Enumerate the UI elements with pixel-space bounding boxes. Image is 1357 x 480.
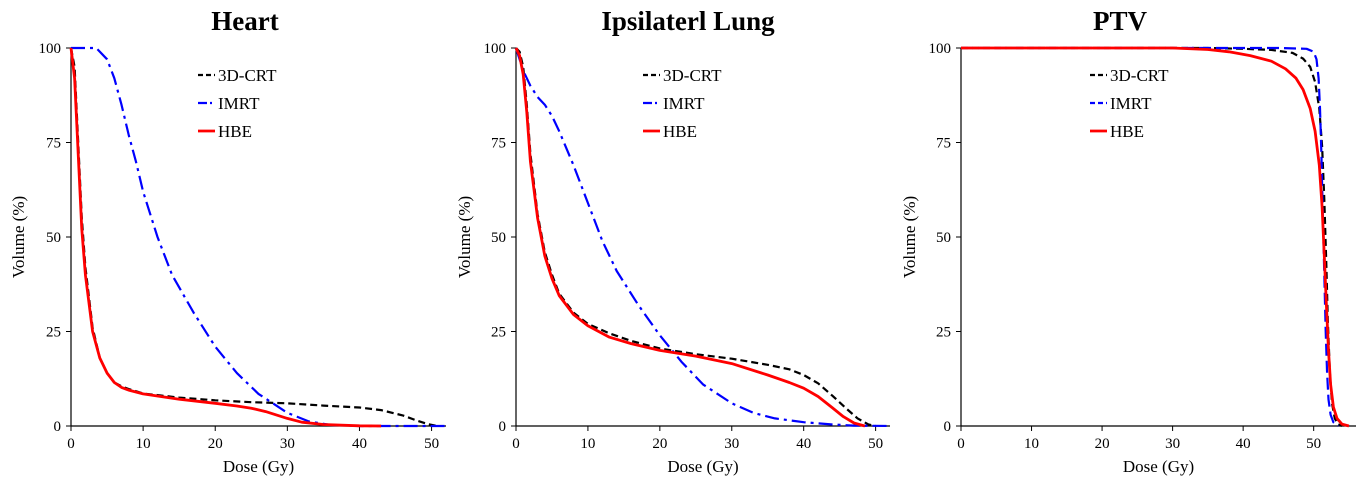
legend-label: 3D-CRT <box>1110 66 1169 85</box>
legend-label: HBE <box>663 122 697 141</box>
x-tick-label: 30 <box>1165 436 1180 452</box>
legend: 3D-CRT IMRT HBE <box>643 66 722 141</box>
y-tick-label: 50 <box>46 230 61 246</box>
y-tick-label: 25 <box>936 325 951 341</box>
series-line-3d-crt <box>515 47 876 428</box>
y-axis-label: Volume (%) <box>9 196 28 278</box>
series-line-imrt <box>961 46 1340 427</box>
x-tick-label: 20 <box>1095 436 1110 452</box>
chart-title: Heart <box>211 6 278 36</box>
y-tick-label: 75 <box>46 136 61 152</box>
chart-panel-3: PTV 0 25 50 75 100 0 10 20 30 40 50 Dose (Gy) Volume … <box>900 6 1356 476</box>
x-tick-label: 0 <box>512 436 520 452</box>
y-tick-label: 100 <box>39 41 62 57</box>
y-tick-label: 25 <box>46 325 61 341</box>
legend-label: IMRT <box>663 94 705 113</box>
x-tick-label: 10 <box>580 436 595 452</box>
y-tick-label: 100 <box>484 41 507 57</box>
x-tick-label: 0 <box>957 436 965 452</box>
x-tick-label: 40 <box>352 436 367 452</box>
x-tick-label: 50 <box>1306 436 1321 452</box>
y-tick-label: 50 <box>936 230 951 246</box>
y-tick-label: 0 <box>54 419 62 435</box>
series-line-hbe <box>514 47 866 428</box>
legend-label: IMRT <box>1110 94 1152 113</box>
series-line-imrt <box>71 46 446 428</box>
y-tick-label: 75 <box>491 136 506 152</box>
legend-label: HBE <box>1110 122 1144 141</box>
series-line-hbe <box>961 46 1350 428</box>
y-tick-label: 75 <box>936 136 951 152</box>
y-axis-label: Volume (%) <box>900 196 919 278</box>
x-tick-label: 40 <box>796 436 811 452</box>
x-tick-label: 30 <box>280 436 295 452</box>
x-tick-label: 20 <box>208 436 223 452</box>
chart-title: PTV <box>1093 6 1148 36</box>
x-axis-label: Dose (Gy) <box>1123 457 1194 476</box>
x-tick-label: 40 <box>1236 436 1251 452</box>
legend: 3D-CRT IMRT HBE <box>198 66 277 141</box>
legend: 3D-CRT IMRT HBE <box>1090 66 1169 141</box>
y-tick-label: 0 <box>944 419 952 435</box>
y-tick-label: 50 <box>491 230 506 246</box>
legend-label: HBE <box>218 122 252 141</box>
x-tick-label: 50 <box>868 436 883 452</box>
legend-label: IMRT <box>218 94 260 113</box>
x-tick-label: 20 <box>652 436 667 452</box>
legend-label: 3D-CRT <box>663 66 722 85</box>
series-line-imrt <box>514 47 891 428</box>
series-line-hbe <box>69 47 382 428</box>
chart-panel-2: Ipsilaterl Lung 0 25 50 75 100 0 10 20 30 40 50 Dose… <box>455 6 891 476</box>
x-axis-label: Dose (Gy) <box>667 457 738 476</box>
chart-title: Ipsilaterl Lung <box>601 6 775 36</box>
y-tick-label: 25 <box>491 325 506 341</box>
x-axis-label: Dose (Gy) <box>223 457 294 476</box>
x-tick-label: 30 <box>724 436 739 452</box>
y-axis-label: Volume (%) <box>455 196 474 278</box>
x-tick-label: 10 <box>1024 436 1039 452</box>
y-tick-label: 100 <box>929 41 952 57</box>
y-tick-label: 0 <box>499 419 507 435</box>
legend-label: 3D-CRT <box>218 66 277 85</box>
x-tick-label: 0 <box>67 436 75 452</box>
x-tick-label: 10 <box>136 436 151 452</box>
x-tick-label: 50 <box>424 436 439 452</box>
chart-panel-1: Heart 0 25 50 75 100 0 10 20 30 40 50 Dose (Gy) Volum… <box>9 6 446 476</box>
